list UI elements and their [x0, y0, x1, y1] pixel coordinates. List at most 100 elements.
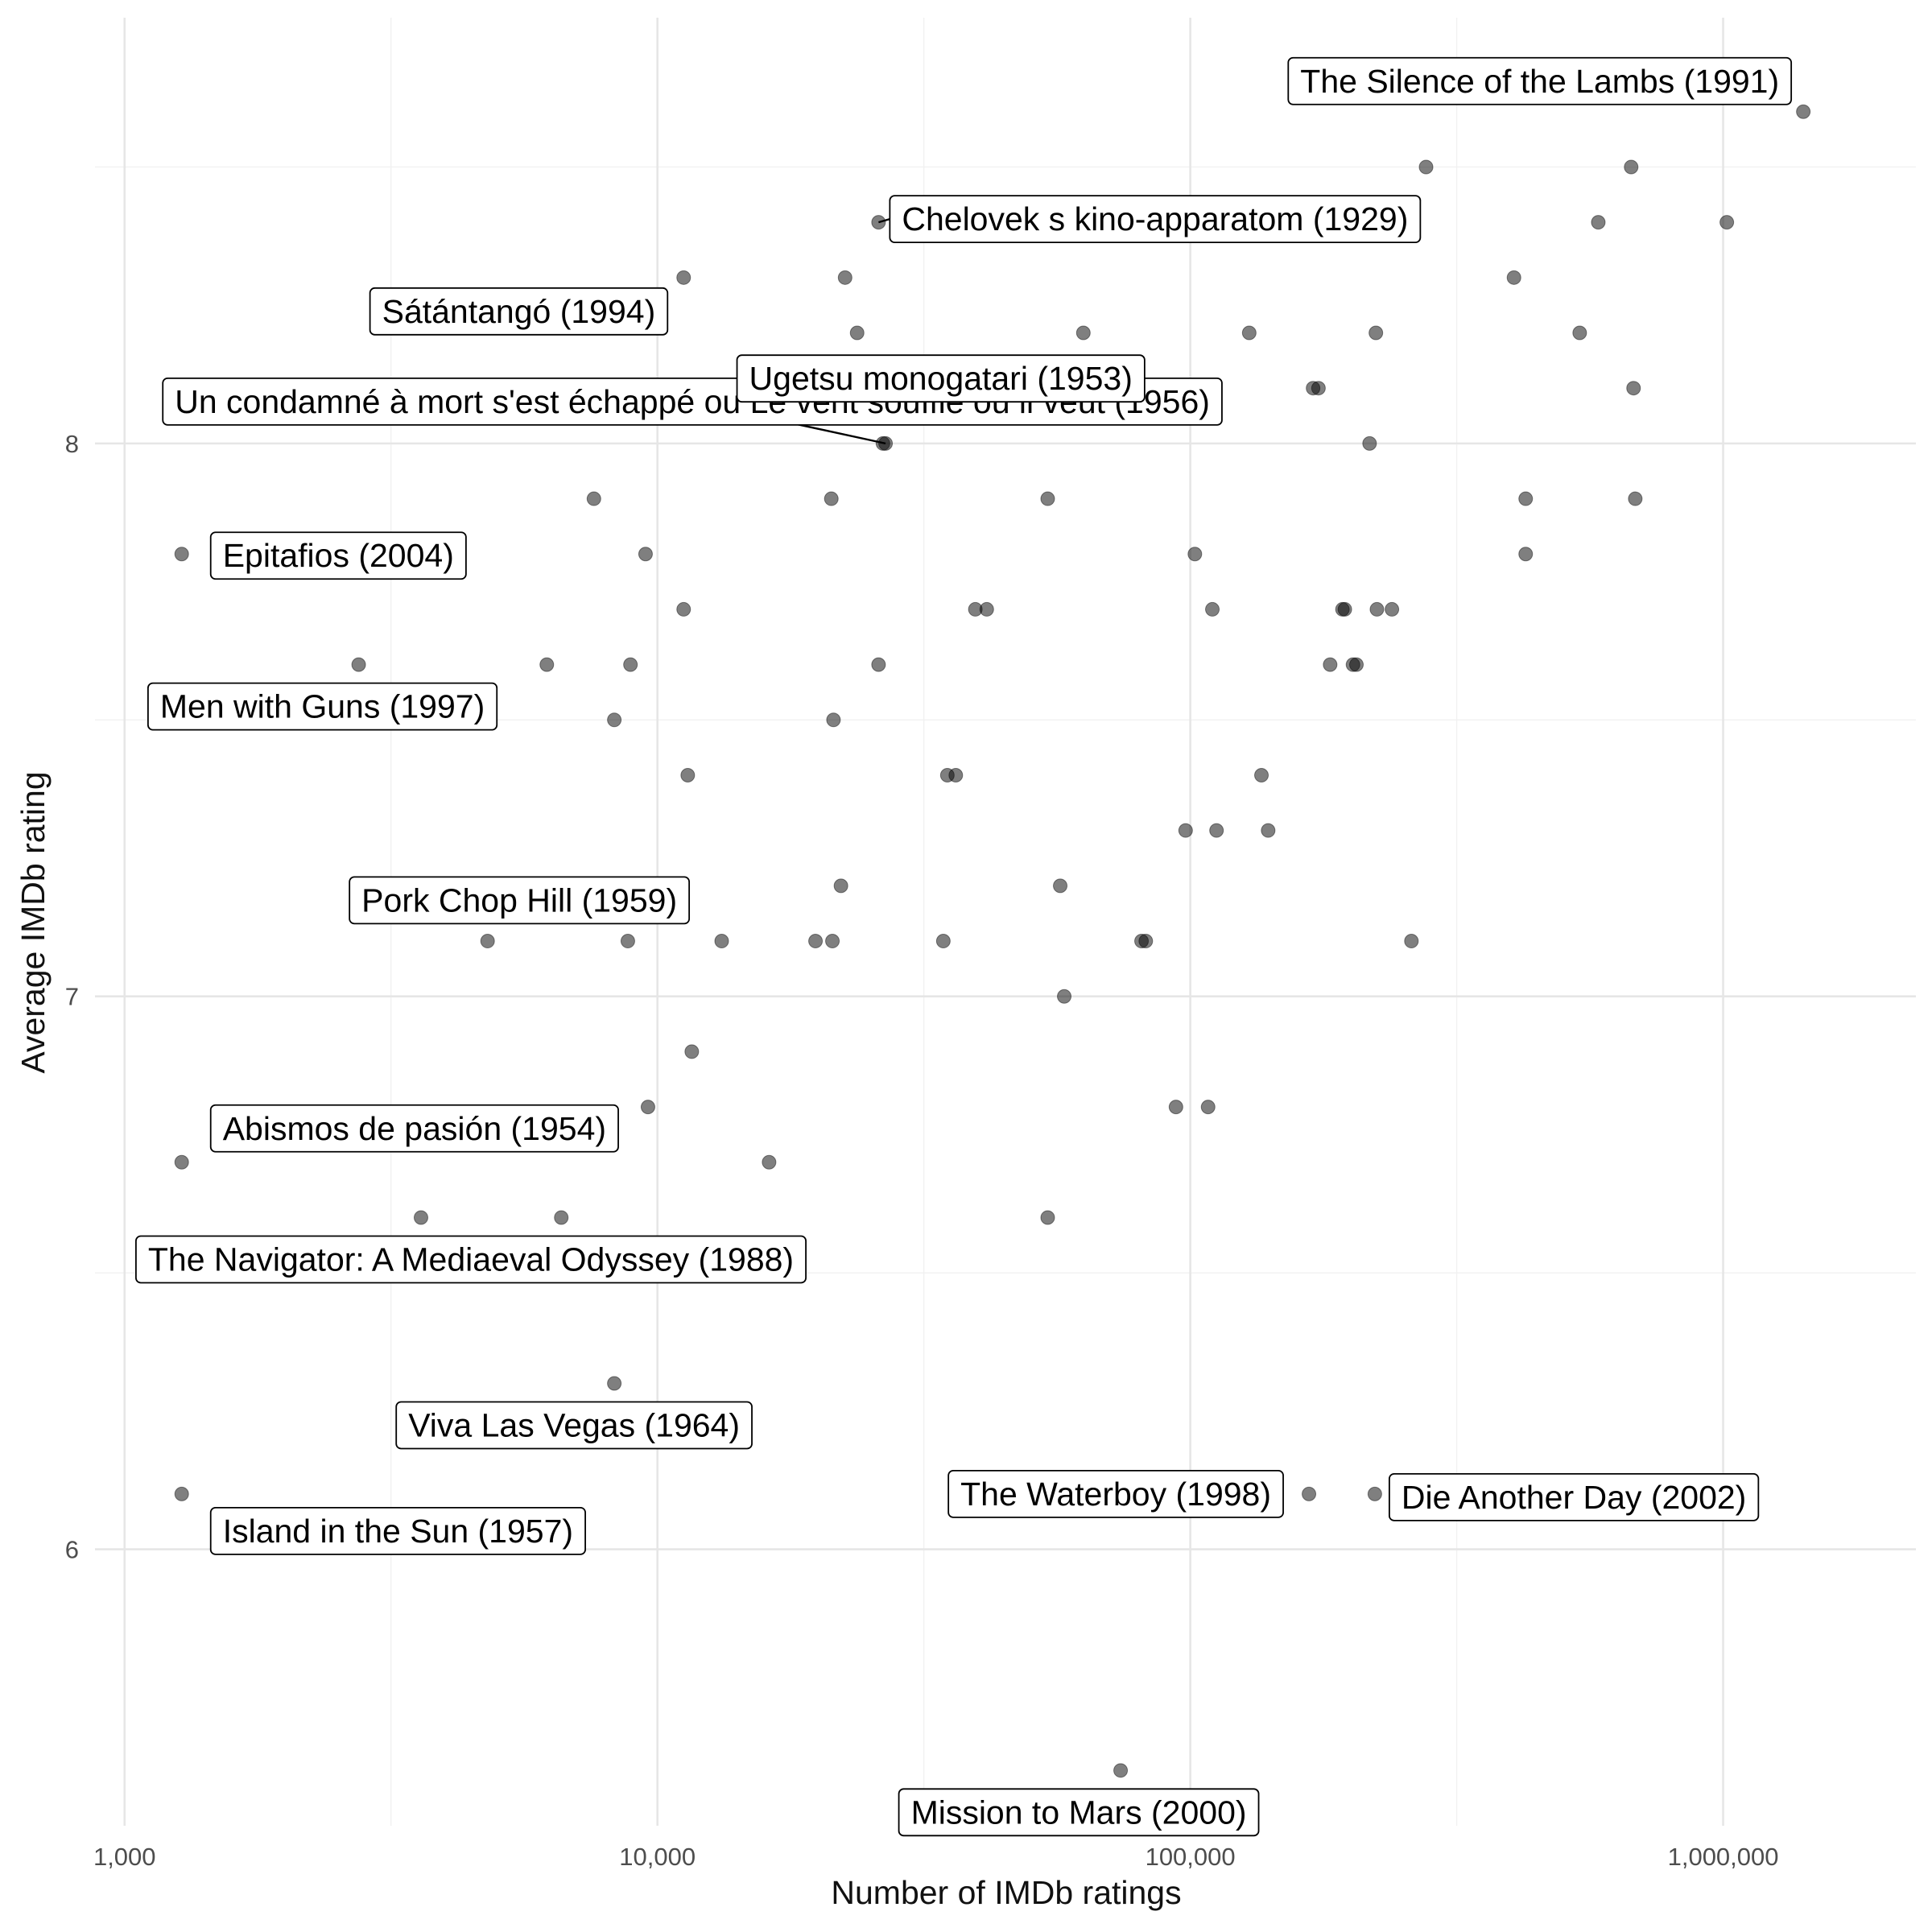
data-point	[1591, 215, 1606, 230]
annotation-label: The Waterboy (1998)	[947, 1469, 1284, 1518]
data-point	[1138, 934, 1154, 949]
annotation-label: Men with Guns (1997)	[147, 682, 498, 731]
data-point	[1796, 104, 1811, 119]
annotation-box	[349, 876, 691, 925]
annotation-label: Viva Las Vegas (1964)	[395, 1401, 753, 1450]
data-point	[1053, 878, 1068, 894]
data-point	[1624, 159, 1639, 175]
x-axis-title: Number of IMDb ratings	[831, 1874, 1181, 1911]
data-point	[1113, 1763, 1129, 1778]
data-point	[849, 325, 865, 341]
data-point	[1323, 657, 1338, 672]
annotation-text: Men with Guns (1997)	[160, 688, 485, 725]
data-point	[676, 601, 691, 617]
annotation-label: Die Another Day (2002)	[1388, 1472, 1760, 1521]
data-point	[979, 601, 994, 617]
data-point	[1187, 547, 1203, 562]
annotation-label: Epitafios (2004)	[209, 531, 467, 580]
data-point	[1040, 491, 1055, 506]
data-point	[174, 1486, 189, 1501]
data-point	[351, 657, 366, 672]
annotation-label: Sátántangó (1994)	[369, 287, 669, 336]
annotation-box	[369, 287, 669, 336]
data-point	[714, 934, 729, 949]
annotation-text: Island in the Sun (1957)	[223, 1513, 573, 1550]
data-point	[1057, 989, 1072, 1004]
data-point	[824, 491, 839, 506]
data-point	[1311, 381, 1326, 396]
annotation-box	[209, 1506, 586, 1555]
annotation-text: Chelovek s kino-apparatom (1929)	[902, 200, 1408, 237]
annotation-box	[209, 531, 467, 580]
data-point	[837, 270, 852, 285]
data-point	[607, 1376, 622, 1391]
annotation-text: The Silence of the Lambs (1991)	[1300, 63, 1779, 100]
data-point	[1626, 381, 1641, 396]
annotation-box	[947, 1469, 1284, 1518]
data-point	[1302, 1486, 1317, 1501]
data-point	[676, 270, 691, 285]
data-point	[480, 934, 495, 949]
data-point	[174, 547, 189, 562]
annotation-text: The Navigator: A Mediaeval Odyssey (1988…	[148, 1241, 794, 1278]
data-point	[1385, 601, 1400, 617]
annotation-box	[736, 354, 1146, 403]
data-point	[1205, 601, 1220, 617]
data-point	[1348, 657, 1364, 672]
data-point	[1337, 601, 1352, 617]
annotation-text: Die Another Day (2002)	[1402, 1479, 1746, 1516]
data-point	[1518, 547, 1534, 562]
data-point	[826, 712, 841, 728]
data-point	[620, 934, 635, 949]
data-point	[1719, 215, 1735, 230]
axis-ticks: 1,000 10,000 100,000 1,000,000 6 7 8	[65, 430, 1779, 1871]
annotation-label: Ugetsu monogatari (1953)	[736, 354, 1146, 403]
y-tick-label: 6	[65, 1536, 79, 1564]
annotation-box	[134, 1235, 807, 1284]
data-point	[1254, 767, 1269, 782]
annotation-label: Pork Chop Hill (1959)	[349, 876, 691, 925]
data-point	[948, 767, 964, 782]
point-annotations: The Silence of the Lambs (1991) Chelovek …	[134, 56, 1793, 1837]
annotation-box	[1388, 1472, 1760, 1521]
annotation-box	[147, 682, 498, 731]
x-tick-label: 1,000	[93, 1843, 156, 1871]
annotation-box	[889, 195, 1422, 244]
annotation-leader-line	[878, 217, 890, 224]
data-point	[1404, 934, 1419, 949]
annotation-box	[209, 1104, 619, 1153]
annotation-box	[1287, 56, 1793, 105]
data-point	[1368, 325, 1384, 341]
annotation-text: Viva Las Vegas (1964)	[408, 1407, 740, 1444]
data-point	[554, 1210, 569, 1225]
annotation-label: The Silence of the Lambs (1991)	[1287, 56, 1793, 105]
data-point	[1369, 601, 1385, 617]
data-point	[607, 712, 622, 728]
data-point	[1200, 1100, 1216, 1115]
data-point	[539, 657, 555, 672]
data-point	[825, 934, 840, 949]
data-point	[1261, 823, 1276, 838]
data-point	[808, 934, 824, 949]
annotation-text: Sátántangó (1994)	[382, 293, 656, 330]
data-point	[935, 934, 951, 949]
annotation-text: Epitafios (2004)	[223, 537, 454, 574]
data-point	[684, 1044, 700, 1059]
data-point	[1362, 436, 1377, 451]
annotation-label: Mission to Mars (2000)	[898, 1788, 1260, 1837]
data-point	[1518, 491, 1534, 506]
data-point	[1572, 325, 1587, 341]
annotation-label: Island in the Sun (1957)	[209, 1506, 586, 1555]
annotation-box	[395, 1401, 753, 1450]
annotation-text: The Waterboy (1998)	[960, 1476, 1271, 1513]
annotation-box	[898, 1788, 1260, 1837]
data-point	[1178, 823, 1193, 838]
data-point	[762, 1154, 777, 1170]
data-point	[1209, 823, 1224, 838]
annotation-label: Chelovek s kino-apparatom (1929)	[878, 195, 1422, 244]
annotation-text: Ugetsu monogatari (1953)	[749, 360, 1133, 397]
x-tick-label: 100,000	[1146, 1843, 1236, 1871]
data-point	[1241, 325, 1257, 341]
data-point	[623, 657, 638, 672]
